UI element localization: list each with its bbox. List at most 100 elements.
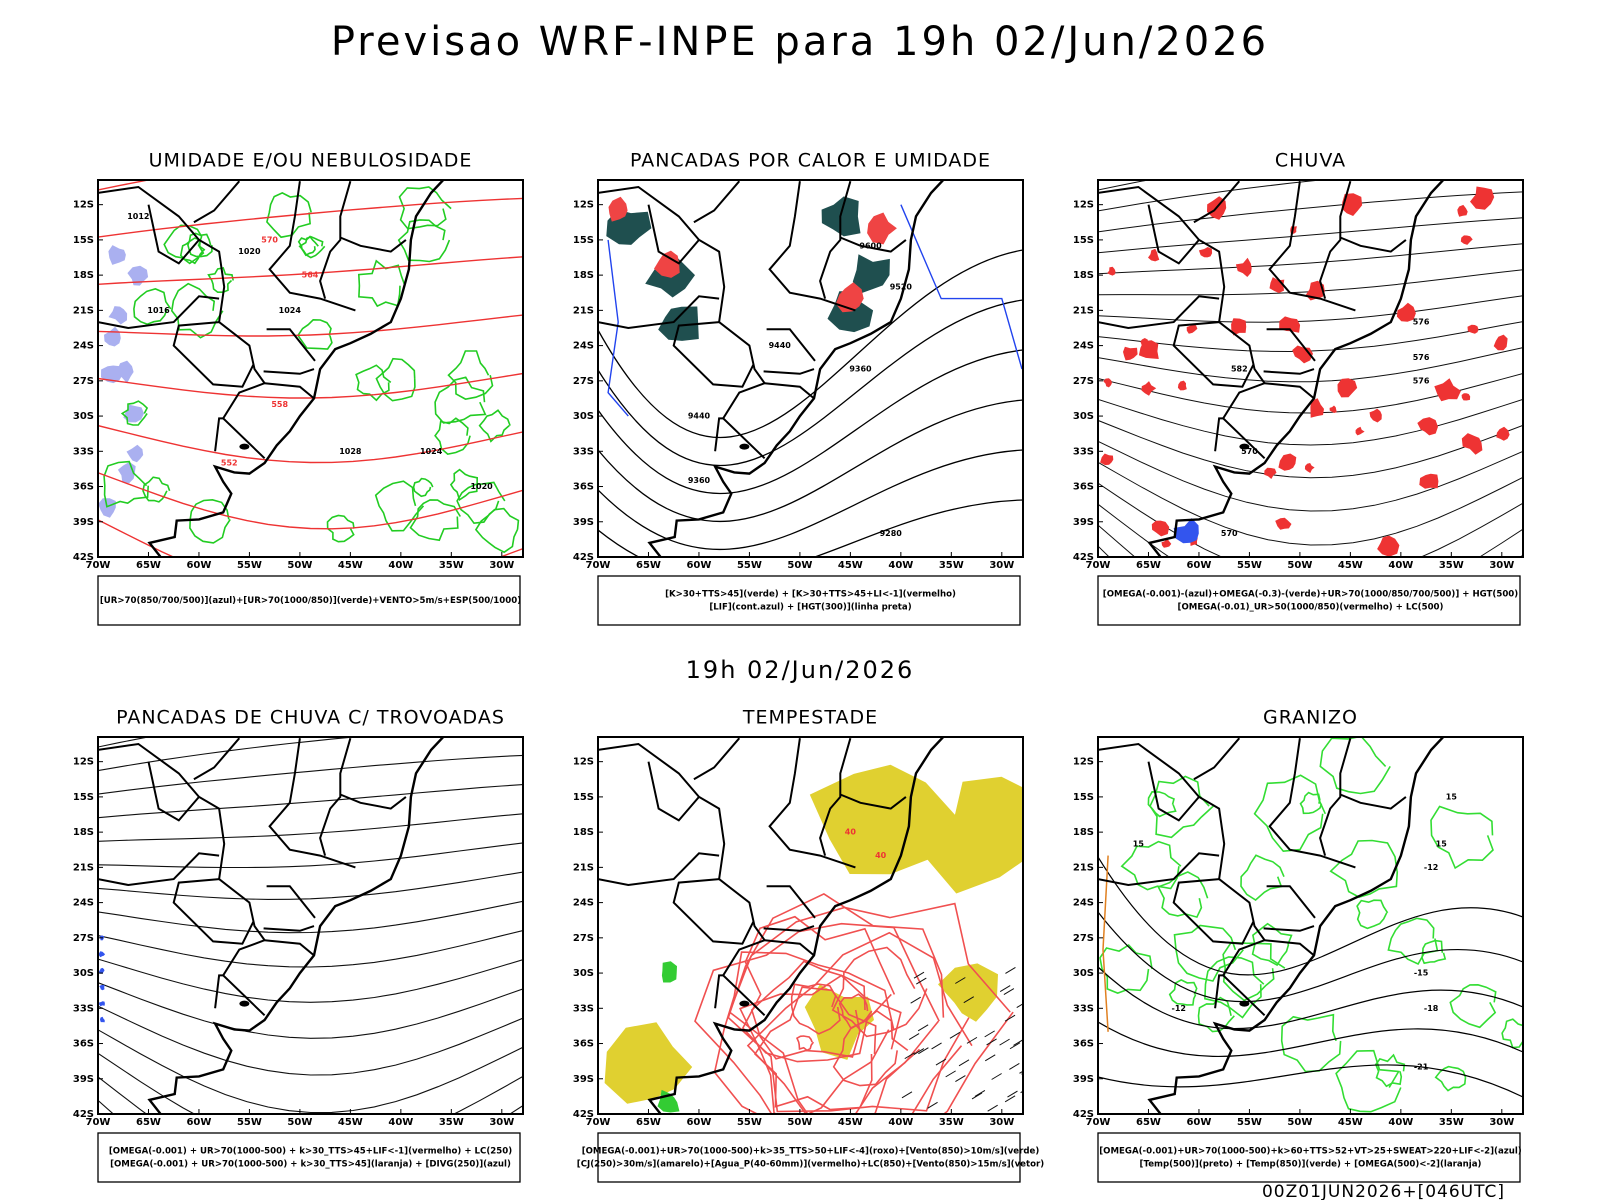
field-area [1186,323,1198,334]
lat-label: 33S [573,446,594,457]
lat-label: 36S [573,1039,594,1050]
lon-label: 65W [136,560,161,571]
lon-label: 55W [737,1117,762,1128]
lake [239,443,250,450]
lon-label: 55W [237,1117,262,1128]
lon-label: 35W [939,560,964,571]
lat-label: 21S [573,862,594,873]
wind-vector [955,1075,966,1082]
lon-label: 50W [1287,560,1312,571]
contour [728,902,1014,1114]
map-line [319,737,352,856]
legend-text: [OMEGA(-0.01)_UR>50(1000/850)(vermelho) … [1178,603,1444,613]
wind-vector [991,1073,1002,1080]
map-line [98,852,220,887]
lat-label: 36S [1073,482,1094,493]
map-line [1102,855,1109,1032]
field-area [1460,235,1473,245]
lat-label: 30S [1073,968,1094,979]
lat-label: 33S [73,1003,94,1014]
streamline [98,372,523,399]
contour [449,468,479,502]
map-line [268,738,356,869]
wind-vector [999,985,1011,993]
lat-label: 42S [573,1109,594,1120]
map-panel: 40 40 12S 15S 18S 21S 24S 27S 30S 33S 36S 39S 42S70W… [573,707,1044,1183]
map-line [1147,204,1200,265]
map-line [766,885,816,919]
map-area: 9600 9520 9440 9360 9280 9440 9360 [598,180,1023,557]
field-area [1100,453,1114,466]
streamline [98,754,523,795]
streamline [1098,482,1523,557]
streamline [1098,524,1523,557]
contour-label: 1024 [279,306,302,315]
contour-label: 570 [1221,529,1238,538]
field-area [938,963,998,1022]
contour [133,288,172,326]
contour-label: 576 [1413,353,1430,362]
field-area [1341,193,1363,216]
field-area [1107,266,1116,276]
legend-text: [OMEGA(-0.001)-(azul)+OMEGA(-0.3)-(verde… [1103,590,1518,600]
contour [412,477,434,498]
wind-vector [904,1052,916,1060]
wind-vector [1004,1095,1016,1103]
contour [1280,1013,1342,1073]
field-area [100,1016,105,1023]
hgt-contour [598,499,1023,557]
wind-vector [949,1031,961,1039]
wind-vector [901,1091,913,1099]
map-line [647,180,945,557]
map-line [763,925,815,932]
streamline [1098,440,1523,512]
wind-vector [1004,1014,1016,1022]
map-frame [1097,179,1524,558]
map-line [672,321,755,388]
map-line [1147,180,1445,557]
lat-label: 24S [573,341,594,352]
contour [120,400,149,426]
map-line [1098,852,1220,887]
contour [738,974,921,1114]
contour [103,460,149,508]
field-area [1177,380,1187,391]
contour [434,376,487,424]
map-line [172,878,255,945]
lon-label: 50W [287,1117,312,1128]
wind-vector [1019,1070,1023,1074]
field-area [1305,280,1325,301]
map-line [819,737,852,856]
field-area [804,984,874,1060]
streamline [98,314,523,337]
field-area [1231,318,1247,336]
field-area [1264,467,1277,479]
map-line [839,236,907,253]
map-line [714,417,724,452]
map-area: -12 -15 -18 -21 -12 15 15 15 [1098,737,1523,1114]
contour [142,476,171,503]
map-line [1098,295,1220,330]
map-frame [97,179,524,558]
contour [298,235,326,259]
lon-label: 35W [439,1117,464,1128]
field-area [99,1001,105,1007]
lat-label: 39S [73,517,94,528]
map-line [147,204,200,265]
map-area [98,737,523,1114]
lon-label: 65W [636,1117,661,1128]
lat-label: 15S [1073,235,1094,246]
panel-title: PANCADAS POR CALOR E UMIDADE [630,150,991,172]
contour [163,224,205,265]
field-area [852,254,890,294]
lon-label: 65W [1136,560,1161,571]
streamline [98,958,523,1003]
streamline [98,472,523,530]
map-line [598,742,767,1017]
contour [1299,791,1323,815]
map-line [1263,925,1315,932]
field-area [1369,408,1382,423]
legend-box [597,575,1021,626]
wind-vector [908,1033,920,1040]
wind-vector [963,996,975,1004]
